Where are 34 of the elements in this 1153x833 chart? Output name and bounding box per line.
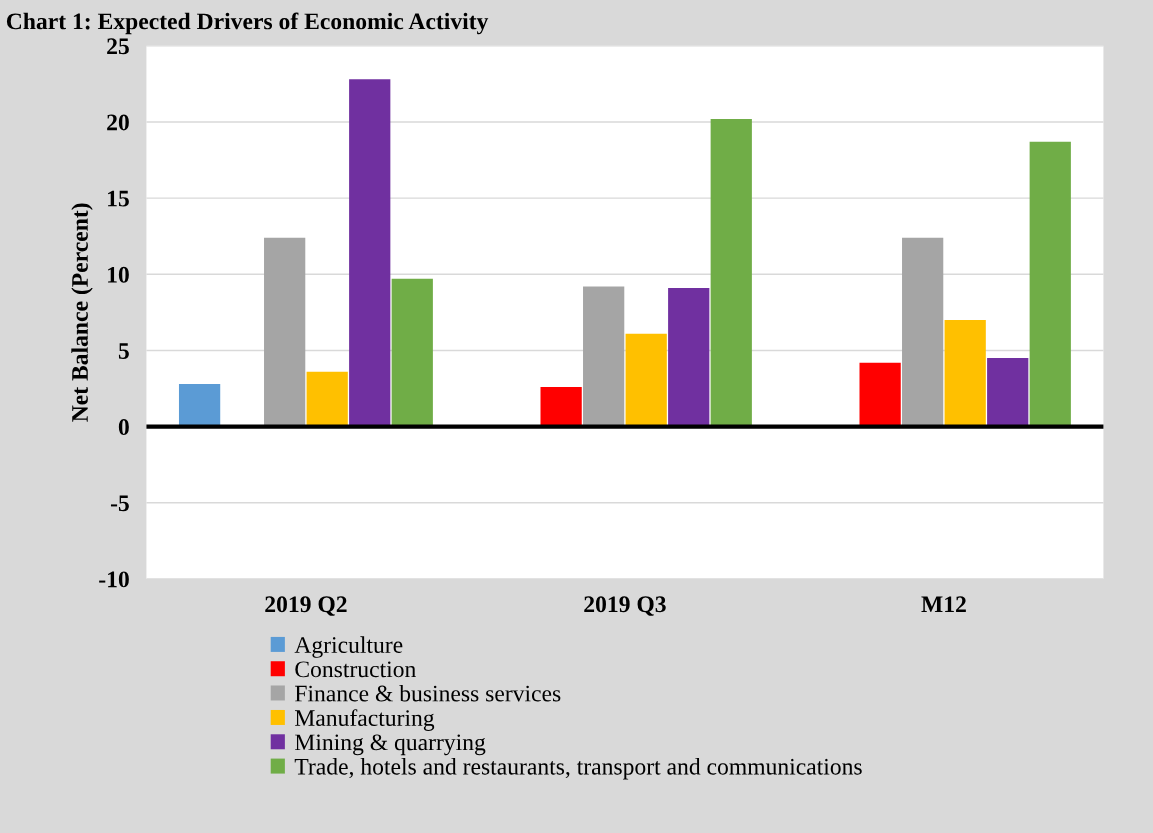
bar	[668, 288, 710, 427]
legend-label: Construction	[295, 661, 416, 678]
bar	[902, 237, 944, 427]
bar	[987, 358, 1029, 427]
y-tick-label: 15	[108, 190, 129, 207]
bar	[583, 286, 625, 427]
y-tick-label: 0	[118, 419, 129, 436]
bar	[349, 79, 391, 427]
legend-label: Trade, hotels and restaurants, transport and communications	[294, 758, 862, 780]
y-axis-title: Net Balance (Percent)	[71, 203, 93, 422]
bar	[178, 383, 221, 427]
chart-title: Chart 1: Expected Drivers of Economic Activity	[6, 12, 489, 35]
x-tick-label: M12	[921, 596, 966, 612]
bar	[391, 278, 433, 427]
bar	[306, 371, 348, 427]
legend-label: Manufacturing	[295, 709, 435, 731]
legend-label: Finance & business services	[295, 684, 561, 702]
y-tick-label: 5	[118, 343, 129, 359]
x-tick-label: 2019 Q2	[265, 596, 347, 616]
legend-label: Agriculture	[294, 636, 403, 658]
y-tick-label: -10	[99, 571, 129, 588]
x-tick-label: 2019 Q3	[584, 596, 666, 616]
y-tick-label: -5	[110, 495, 129, 512]
bar	[859, 362, 901, 427]
bar	[540, 387, 582, 427]
bar	[944, 319, 986, 427]
legend-label: Mining & quarrying	[295, 734, 486, 756]
bar	[264, 237, 306, 427]
y-tick-label: 10	[108, 266, 129, 283]
bar	[710, 118, 752, 427]
bar	[625, 333, 667, 427]
y-tick-label: 25	[107, 38, 129, 55]
y-tick-label: 20	[107, 114, 129, 131]
bar	[1029, 141, 1071, 427]
